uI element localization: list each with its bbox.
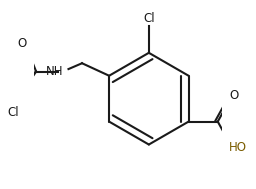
Text: Cl: Cl [7, 106, 19, 119]
Text: O: O [229, 89, 238, 102]
Text: NH: NH [46, 65, 63, 78]
Text: HO: HO [229, 141, 247, 154]
Text: Cl: Cl [143, 12, 155, 25]
Text: O: O [18, 37, 27, 50]
